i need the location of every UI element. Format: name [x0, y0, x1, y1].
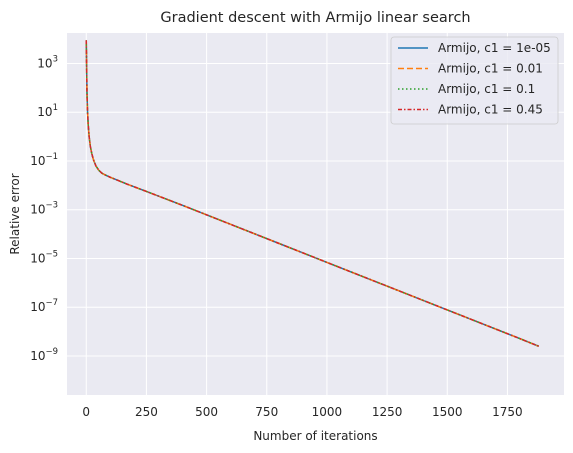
x-tick-label: 1500 — [432, 405, 463, 419]
x-axis-ticks: 0 250 500 750 1000 1250 1500 1750 — [82, 405, 522, 419]
legend-label-3: Armijo, c1 = 0.1 — [438, 82, 535, 96]
y-axis-label: Relative error — [8, 173, 22, 254]
legend-label-4: Armijo, c1 = 0.45 — [438, 103, 543, 117]
x-tick-label: 0 — [82, 405, 90, 419]
y-tick-label: 101 — [37, 103, 58, 119]
chart-title: Gradient descent with Armijo linear sear… — [160, 10, 470, 26]
legend-label-1: Armijo, c1 = 1e-05 — [438, 41, 551, 55]
x-tick-label: 250 — [135, 405, 158, 419]
x-tick-label: 1000 — [312, 405, 343, 419]
x-tick-label: 500 — [195, 405, 218, 419]
y-tick-label: 10−5 — [30, 249, 58, 265]
y-tick-label: 10−7 — [30, 298, 58, 314]
y-tick-label: 10−3 — [30, 201, 58, 217]
x-tick-label: 1250 — [372, 405, 403, 419]
y-tick-label: 103 — [37, 54, 58, 70]
legend-label-2: Armijo, c1 = 0.01 — [438, 62, 543, 76]
legend: Armijo, c1 = 1e-05 Armijo, c1 = 0.01 Armij… — [390, 36, 559, 125]
x-tick-label: 1750 — [492, 405, 523, 419]
x-tick-label: 750 — [255, 405, 278, 419]
series-line-4 — [85, 40, 540, 347]
x-axis-label: Number of iterations — [253, 429, 377, 443]
series-lines — [85, 40, 540, 347]
y-tick-label: 10−1 — [30, 152, 58, 168]
y-tick-label: 10−9 — [30, 347, 58, 363]
legend-box — [390, 36, 559, 125]
y-axis-ticks: 10−9 10−7 10−5 10−3 10−1 101 103 — [30, 54, 58, 363]
